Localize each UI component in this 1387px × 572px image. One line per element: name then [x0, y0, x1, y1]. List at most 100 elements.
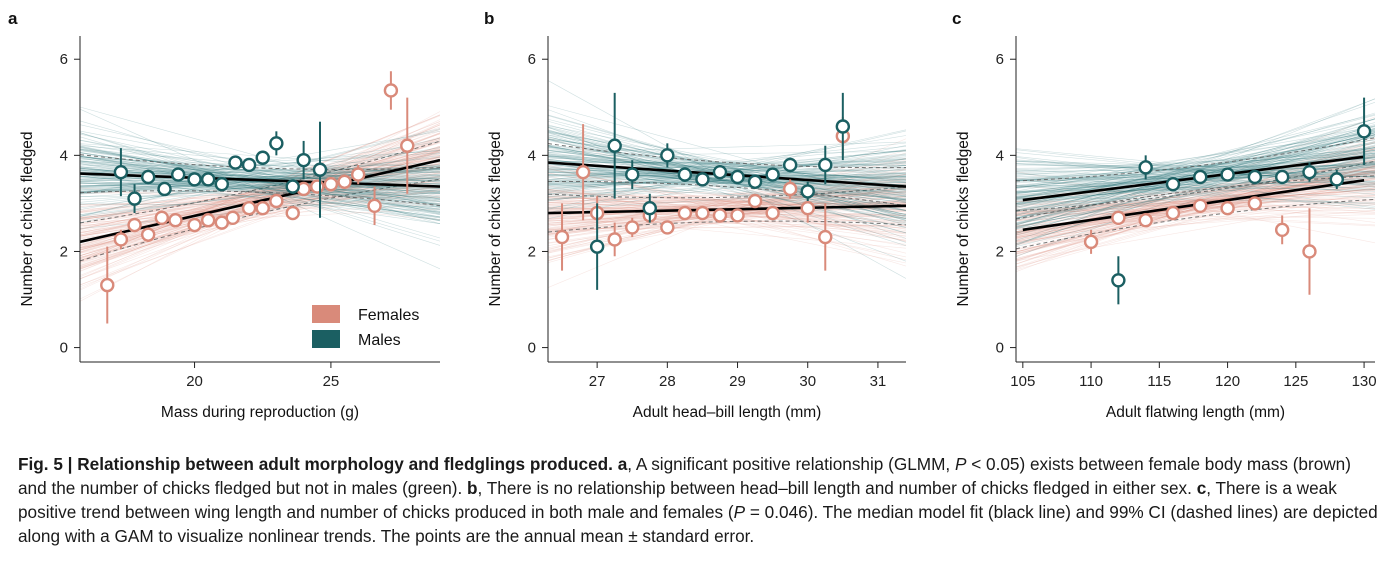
data-point — [1193, 169, 1208, 185]
x-tick-label: 25 — [323, 373, 340, 390]
data-point — [589, 239, 605, 254]
male-points — [1111, 97, 1372, 305]
data-point — [269, 193, 284, 209]
female-points — [1083, 196, 1317, 295]
data-point — [113, 232, 129, 247]
caption-a-text-1: , A significant positive relationship (G… — [627, 454, 955, 474]
x-tick-label: 130 — [1352, 373, 1377, 390]
x-tick-label: 27 — [589, 373, 606, 390]
ci-dashed-line — [548, 220, 906, 233]
data-point — [1111, 210, 1126, 226]
panel-b: b 0 2 4 6 27 28 29 30 31 Adult head–bill length (m… — [484, 9, 906, 421]
caption-fig-label: Fig. 5 | Relationship between adult morp… — [18, 454, 613, 474]
ci-dashed-line — [80, 178, 440, 262]
x-tick-label: 115 — [1147, 373, 1171, 390]
x-tick-label: 120 — [1215, 373, 1240, 390]
data-point — [800, 184, 815, 199]
data-point — [765, 205, 780, 221]
data-point — [1138, 160, 1153, 175]
data-point — [1111, 273, 1126, 288]
data-point — [1274, 169, 1290, 185]
data-point — [1165, 176, 1181, 192]
data-point — [1247, 196, 1263, 211]
data-point — [642, 201, 657, 216]
ci-dashed-line — [548, 180, 906, 207]
data-point — [383, 83, 399, 98]
data-point — [285, 179, 300, 194]
x-axis-label: Adult flatwing length (mm) — [1106, 404, 1285, 421]
data-point — [228, 155, 243, 170]
data-point — [730, 208, 745, 223]
panel-c: c 0 2 4 6 105 110 115 120 125 130 Adult flatwing le… — [952, 9, 1377, 421]
caption-b-text: , There is no relationship between head–… — [477, 478, 1197, 498]
data-point — [154, 210, 170, 226]
y-tick-label: 4 — [996, 147, 1004, 164]
y-tick-label: 2 — [996, 243, 1004, 260]
data-point — [1220, 201, 1235, 216]
data-point — [170, 167, 186, 182]
data-point — [575, 164, 591, 180]
legend-swatch-males — [312, 330, 340, 348]
caption-c-label: c — [1196, 478, 1207, 498]
data-point — [312, 162, 328, 177]
female-points — [100, 71, 415, 324]
y-axis-label: Number of chicks fledged — [955, 132, 972, 307]
caption-c-text-2: = 0.046). The median model fit (black li… — [18, 502, 1378, 546]
data-point — [1083, 234, 1099, 250]
ci-dashed-line — [548, 186, 906, 199]
male-median-fit — [80, 172, 440, 188]
legend-swatch-females — [312, 305, 340, 323]
data-point — [660, 148, 675, 163]
data-point — [677, 205, 693, 221]
data-point — [712, 208, 728, 223]
panel-label: a — [8, 9, 18, 28]
data-point — [350, 167, 366, 182]
panel-label: c — [952, 9, 961, 28]
data-point — [800, 201, 815, 216]
y-tick-label: 2 — [60, 243, 68, 260]
panel-a: a 0 2 4 6 20 25 Mass during reproduction (g) Num… — [8, 9, 440, 421]
data-point — [818, 157, 833, 173]
y-tick-label: 6 — [528, 51, 536, 68]
data-point — [747, 174, 763, 189]
y-tick-label: 0 — [528, 340, 536, 357]
y-tick-label: 0 — [996, 340, 1004, 357]
data-point — [400, 138, 415, 153]
data-point — [225, 210, 240, 226]
data-point — [140, 227, 156, 242]
data-point — [835, 119, 851, 134]
data-point — [214, 176, 230, 192]
legend-label-females: Females — [358, 307, 419, 324]
data-point — [241, 201, 257, 216]
y-axis-label: Number of chicks fledged — [19, 132, 36, 307]
data-point — [625, 220, 640, 235]
data-point — [113, 164, 129, 180]
data-point — [695, 205, 710, 221]
data-point — [818, 229, 833, 245]
y-tick-label: 4 — [60, 147, 68, 164]
y-tick-label: 2 — [528, 243, 536, 260]
legend-label-males: Males — [358, 332, 401, 349]
data-point — [255, 150, 270, 165]
x-axis-label: Adult head–bill length (mm) — [633, 404, 822, 421]
data-point — [296, 152, 311, 168]
data-point — [1302, 164, 1317, 180]
data-point — [140, 169, 156, 185]
data-point — [323, 176, 339, 192]
data-point — [127, 217, 142, 233]
panel-label: b — [484, 9, 494, 28]
x-tick-label: 28 — [659, 373, 676, 390]
plot-area — [548, 80, 906, 288]
data-point — [765, 167, 780, 182]
plot-area — [1016, 98, 1375, 272]
caption-c-text-1: , There is a weak positive trend between… — [18, 478, 1337, 522]
caption-a-text-2: < 0.05) exists between female body mass … — [18, 454, 1351, 498]
data-point — [157, 181, 172, 197]
legend: Females Males — [312, 305, 419, 349]
data-point — [269, 136, 284, 151]
data-point — [712, 164, 728, 180]
caption-a-label: a — [617, 454, 628, 474]
x-tick-label: 30 — [799, 373, 816, 390]
caption-p-symbol-2: P — [733, 502, 746, 522]
